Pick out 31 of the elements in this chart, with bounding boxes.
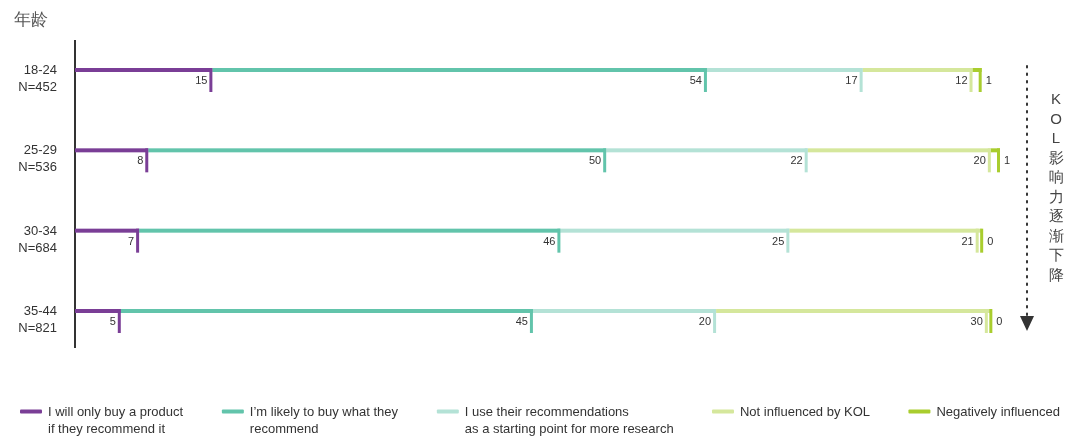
y-tick-label: 35-44 N=821 bbox=[18, 303, 57, 335]
data-label: 54 bbox=[689, 74, 702, 86]
data-label: 17 bbox=[845, 74, 858, 86]
text: KOL影响力逐渐下降 bbox=[1048, 90, 1064, 283]
y-tick-label: 30-34 N=684 bbox=[18, 222, 57, 255]
data-label: 12 bbox=[955, 74, 968, 86]
data-label: 30 bbox=[970, 315, 983, 327]
data-label: 20 bbox=[698, 315, 712, 327]
data-label: 0 bbox=[987, 234, 994, 247]
legend-label: I use their recommendations as a starting point for more research bbox=[464, 404, 674, 436]
legend-label: Negatively influenced bbox=[936, 404, 1060, 419]
data-label: 1 bbox=[985, 74, 992, 86]
data-label: 0 bbox=[996, 315, 1003, 327]
data-label: 46 bbox=[543, 234, 556, 247]
legend-label: Not influenced by KOL bbox=[740, 404, 871, 419]
y-axis-title: 年龄 bbox=[14, 10, 48, 29]
data-label: 5 bbox=[109, 315, 116, 327]
data-label: 15 bbox=[195, 74, 208, 86]
data-label: 45 bbox=[515, 315, 528, 327]
data-label: 22 bbox=[790, 154, 803, 167]
data-label: 20 bbox=[973, 154, 986, 167]
data-label: 21 bbox=[961, 234, 974, 247]
legend-label: I’m likely to buy what they recommend bbox=[249, 404, 399, 436]
data-label: 7 bbox=[127, 234, 135, 247]
legend-label: I will only buy a product if they recommend it bbox=[48, 404, 184, 436]
data-label: 1 bbox=[1004, 154, 1011, 167]
data-label: 8 bbox=[137, 154, 144, 167]
y-tick-label: 25-29 N=536 bbox=[18, 142, 57, 175]
data-label: 25 bbox=[772, 234, 785, 247]
data-label: 50 bbox=[588, 154, 602, 167]
y-tick-label: 18-24 N=452 bbox=[18, 62, 57, 94]
